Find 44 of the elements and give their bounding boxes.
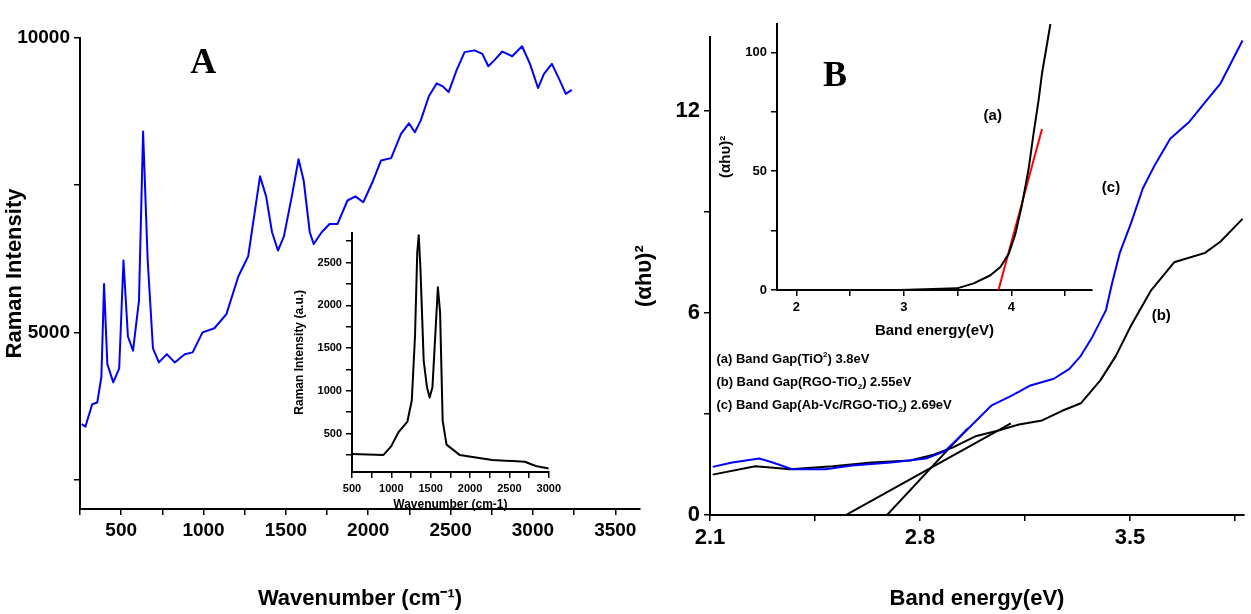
- y-tick-label: 100: [745, 43, 767, 59]
- x-axis-title: Wavenumber (cm-1): [393, 497, 508, 512]
- y-tick-label: 0: [759, 281, 767, 297]
- x-tick-label: 2500: [497, 481, 522, 494]
- y-tick-label: 2500: [317, 255, 342, 268]
- y-axis-title: Raman Intensity (a.u.): [291, 289, 306, 415]
- x-tick-label: 2: [792, 299, 800, 315]
- x-tick-label: 500: [342, 481, 362, 494]
- x-tick-label: 2.8: [904, 524, 936, 550]
- x-tick-label: 2000: [347, 518, 390, 540]
- chart-title: A: [190, 41, 217, 82]
- y-tick-label: 12: [675, 97, 700, 123]
- y-tick-label: 1500: [317, 341, 342, 354]
- y-tick-label: 5000: [27, 320, 70, 342]
- x-tick-label: 3000: [511, 518, 555, 540]
- x-tick-label: 2000: [457, 481, 483, 494]
- x-tick-label: 500: [105, 518, 138, 540]
- y-tick-label: 10000: [17, 26, 70, 48]
- x-tick-label: 3: [900, 299, 908, 315]
- x-tick-label: 2.1: [694, 524, 726, 550]
- y-tick-label: 1000: [317, 383, 342, 396]
- x-tick-label: 1500: [264, 518, 308, 540]
- y-tick-label: 500: [323, 426, 342, 439]
- annotation: (a): [983, 105, 1002, 123]
- x-axis-title: Band energy(eV): [889, 584, 1065, 610]
- x-tick-label: 1000: [379, 481, 404, 494]
- y-axis-title: (αhυ)²: [716, 135, 734, 178]
- y-axis-title: (αhυ)²: [631, 245, 657, 307]
- annotation: (b): [1151, 305, 1171, 323]
- x-tick-label: 3000: [536, 481, 562, 494]
- x-tick-label: 2500: [429, 518, 472, 540]
- x-tick-label: 1500: [418, 481, 443, 494]
- y-tick-label: 6: [687, 299, 700, 325]
- text: B: [822, 54, 847, 95]
- x-tick-label: 3.5: [1114, 524, 1146, 550]
- y-axis-title: Raman Intensity: [1, 187, 27, 359]
- x-axis-title: Band energy(eV): [874, 321, 995, 339]
- annotation: (c): [1101, 177, 1121, 195]
- x-tick-label: 3500: [594, 518, 637, 540]
- x-tick-label: 4: [1007, 299, 1016, 315]
- y-tick-label: 50: [752, 162, 767, 178]
- x-tick-label: 1000: [182, 518, 225, 540]
- y-tick-label: 0: [687, 501, 700, 527]
- x-axis-title: Wavenumber (cm⁻¹): [257, 584, 463, 610]
